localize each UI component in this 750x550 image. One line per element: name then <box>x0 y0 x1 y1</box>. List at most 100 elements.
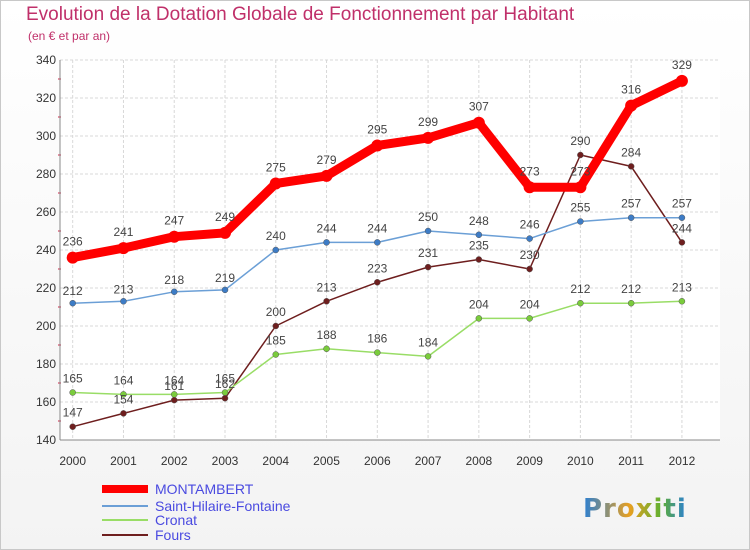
data-point <box>221 286 229 294</box>
data-point <box>219 226 231 239</box>
data-point <box>374 239 381 246</box>
data-label: 147 <box>63 406 83 420</box>
data-label: 188 <box>317 328 337 342</box>
data-label: 212 <box>621 282 641 296</box>
data-point <box>69 299 76 307</box>
data-point <box>526 315 533 322</box>
data-label: 246 <box>520 218 540 232</box>
y-tick-label: 240 <box>36 243 56 257</box>
data-label: 219 <box>215 271 235 285</box>
data-point <box>323 345 330 353</box>
data-label: 204 <box>520 297 540 311</box>
data-point <box>323 298 330 305</box>
data-label: 204 <box>469 297 489 311</box>
data-point <box>475 315 483 322</box>
data-label: 250 <box>418 210 438 224</box>
x-tick-label: 2001 <box>110 454 137 468</box>
data-label: 241 <box>113 225 133 239</box>
data-point <box>69 389 76 396</box>
data-label: 290 <box>570 134 590 148</box>
proxiti-logo: Proxiti <box>583 494 687 524</box>
data-label: 212 <box>63 284 83 298</box>
data-label: 200 <box>266 305 286 319</box>
data-label: 165 <box>63 372 83 386</box>
data-point <box>272 246 280 254</box>
data-label: 154 <box>113 392 133 406</box>
data-point <box>221 389 229 396</box>
data-point <box>374 279 381 286</box>
data-point <box>120 410 127 417</box>
data-point <box>526 265 533 273</box>
data-label: 247 <box>164 214 184 228</box>
data-point <box>424 263 432 271</box>
data-point <box>320 169 333 182</box>
legend-label: Cronat <box>155 512 197 528</box>
legend-label: MONTAMBERT <box>155 481 254 497</box>
x-tick-label: 2011 <box>618 454 644 468</box>
data-point <box>422 131 435 144</box>
data-point <box>577 299 584 307</box>
data-label: 295 <box>367 123 387 137</box>
data-point <box>475 256 483 263</box>
data-point <box>371 139 384 152</box>
data-point <box>323 239 330 246</box>
x-tick-label: 2009 <box>516 454 543 468</box>
data-point <box>475 231 483 239</box>
x-tick-label: 2002 <box>161 454 188 468</box>
data-point <box>678 214 686 221</box>
data-label: 255 <box>570 201 590 215</box>
data-label: 231 <box>418 246 438 260</box>
data-label: 164 <box>164 373 184 387</box>
data-label: 273 <box>570 164 590 178</box>
data-label: 161 <box>164 379 184 393</box>
data-point <box>374 349 381 356</box>
data-label: 248 <box>469 214 489 228</box>
data-label: 218 <box>164 273 184 287</box>
data-label: 185 <box>266 334 286 348</box>
data-point <box>170 288 178 296</box>
data-label: 284 <box>621 145 641 159</box>
data-label: 213 <box>113 282 133 296</box>
data-point <box>117 242 130 255</box>
data-point <box>574 181 587 194</box>
x-tick-label: 2010 <box>567 454 594 468</box>
data-label: 230 <box>520 248 540 262</box>
data-point <box>678 239 686 246</box>
data-label: 299 <box>418 115 438 129</box>
x-tick-label: 2012 <box>669 454 696 468</box>
data-point <box>221 394 229 402</box>
data-label: 212 <box>570 282 590 296</box>
data-point <box>577 218 584 225</box>
data-label: 307 <box>469 100 489 114</box>
data-label: 223 <box>367 261 387 275</box>
x-tick-label: 2007 <box>415 454 442 468</box>
data-point <box>66 251 79 264</box>
data-label: 257 <box>621 197 641 211</box>
data-point <box>424 353 432 360</box>
x-tick-label: 2008 <box>465 454 492 468</box>
data-label: 316 <box>621 83 641 97</box>
data-label: 213 <box>672 280 692 294</box>
data-point <box>523 181 536 194</box>
data-point <box>272 351 280 358</box>
data-label: 249 <box>215 210 235 224</box>
data-label: 213 <box>317 280 337 294</box>
data-label: 184 <box>418 335 438 349</box>
data-point <box>627 214 635 221</box>
x-tick-label: 2000 <box>59 454 86 468</box>
data-label: 240 <box>266 229 286 243</box>
data-point <box>272 322 280 330</box>
legend-label: Fours <box>155 527 191 543</box>
data-label: 244 <box>672 221 692 235</box>
y-tick-label: 220 <box>36 281 56 295</box>
data-label: 236 <box>63 235 83 249</box>
x-tick-label: 2004 <box>262 454 289 468</box>
chart-title: Evolution de la Dotation Globale de Fonc… <box>26 4 575 25</box>
data-label: 329 <box>672 58 692 72</box>
y-tick-label: 140 <box>36 433 56 447</box>
x-tick-label: 2003 <box>212 454 239 468</box>
data-label: 164 <box>113 373 133 387</box>
data-point <box>170 396 178 404</box>
data-label: 235 <box>469 239 489 253</box>
